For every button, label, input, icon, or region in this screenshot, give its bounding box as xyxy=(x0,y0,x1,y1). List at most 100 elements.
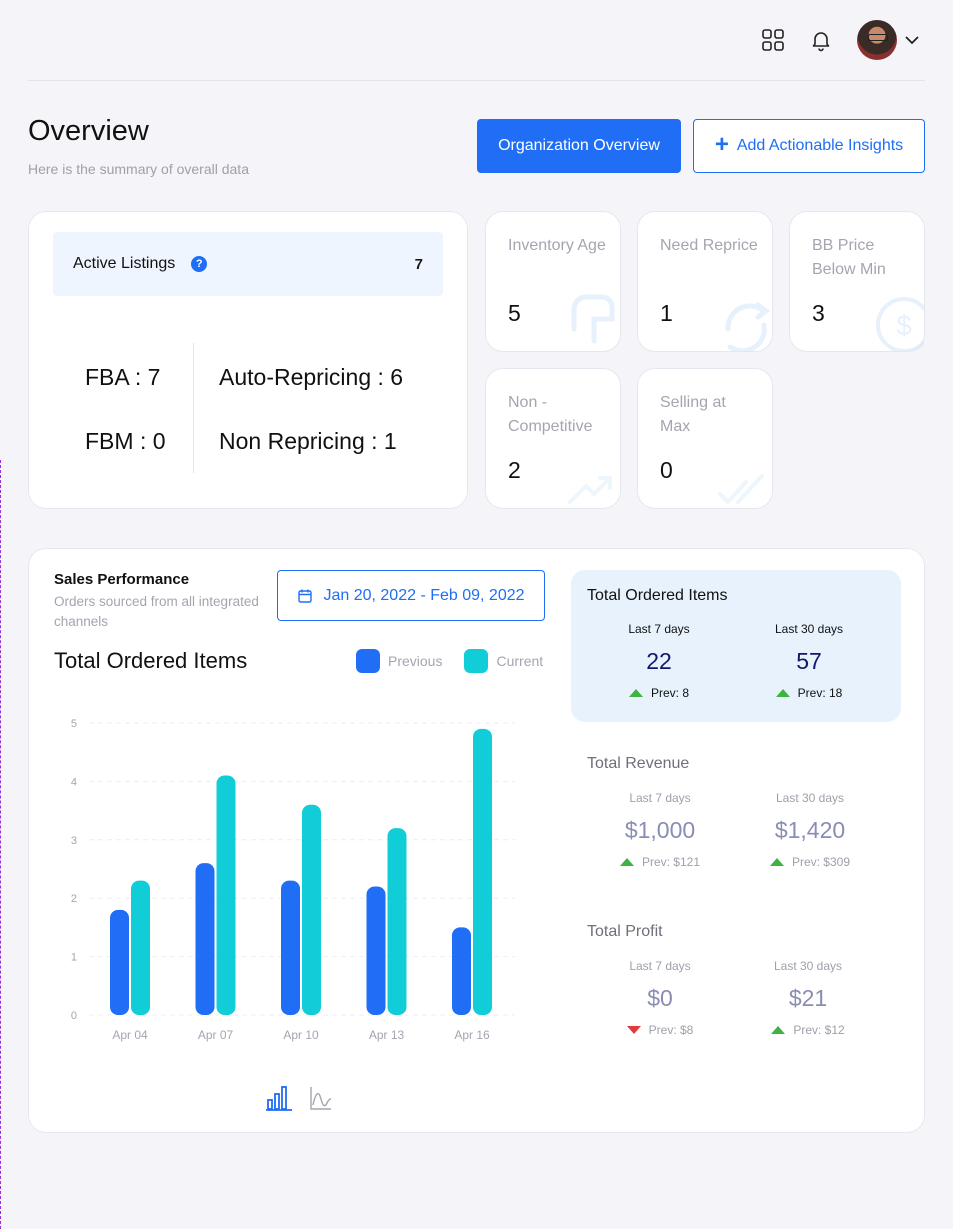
sales-performance-subtitle: Orders sourced from all integrated chann… xyxy=(54,594,259,629)
profit-7d-prev: Prev: $8 xyxy=(648,1023,694,1037)
up-arrow-icon xyxy=(619,858,634,866)
chart-title: Total Ordered Items xyxy=(54,648,248,673)
profit-7d: Last 7 days $0 Prev: $8 xyxy=(600,959,720,1037)
legend-previous[interactable]: Previous xyxy=(356,649,442,673)
profit-7d-value: $0 xyxy=(647,985,673,1011)
active-listings-title: Active Listings xyxy=(73,255,176,272)
organization-overview-button[interactable]: Organization Overview xyxy=(477,119,681,173)
double-check-icon xyxy=(718,474,764,505)
total-ordered-summary: Total Ordered Items Last 7 days 22 Prev:… xyxy=(571,570,901,722)
y-tick-label: 5 xyxy=(71,718,77,730)
bar-previous xyxy=(281,880,300,1015)
auto-repricing-stat: Auto-Repricing : 6 xyxy=(219,364,404,390)
avatar[interactable] xyxy=(857,20,897,60)
bar-previous xyxy=(110,909,129,1015)
ordered-30d-prev: Prev: 18 xyxy=(797,686,843,700)
bar-current xyxy=(216,775,236,1015)
fbm-stat: FBM : 0 xyxy=(85,428,166,454)
bell-icon[interactable] xyxy=(801,20,841,60)
ordered-30d-label: Last 30 days xyxy=(774,622,844,636)
plus-icon: + xyxy=(714,131,729,158)
mini-label: Selling at Max xyxy=(660,394,726,435)
up-arrow-icon xyxy=(775,689,790,697)
date-range-label: Jan 20, 2022 - Feb 09, 2022 xyxy=(323,586,525,604)
date-range-picker[interactable]: Jan 20, 2022 - Feb 09, 2022 xyxy=(277,570,545,621)
active-listings-card: Active Listings ? 7 FBA : 7 FBM : 0 Auto… xyxy=(28,211,468,509)
ordered-30d-value: 57 xyxy=(796,648,822,674)
mini-value: 5 xyxy=(508,300,521,326)
chart-type-toggle xyxy=(265,1085,333,1116)
y-tick-label: 0 xyxy=(71,1010,77,1022)
selling-at-max-card[interactable]: Selling at Max 0 xyxy=(637,368,773,509)
active-listings-header: Active Listings ? 7 xyxy=(53,232,443,296)
up-arrow-icon xyxy=(769,858,784,866)
profit-30d-prev: Prev: $12 xyxy=(793,1023,845,1037)
active-listings-count: 7 xyxy=(414,255,423,273)
profit-title: Total Profit xyxy=(587,923,663,940)
mini-value: 1 xyxy=(660,300,673,326)
line-chart-icon[interactable] xyxy=(309,1085,333,1116)
bb-price-below-min-card[interactable]: BB Price Below Min 3 $ xyxy=(789,211,925,352)
bar-chart: 0 1 2 3 4 5 Apr 04 Apr 07 Apr 10 Apr 13 Apr 16 xyxy=(71,718,515,1042)
apps-grid-icon[interactable] xyxy=(753,20,793,60)
top-icons xyxy=(753,20,923,60)
legend-label-previous: Previous xyxy=(388,653,443,669)
revenue-7d-prev: Prev: $121 xyxy=(641,855,701,869)
mini-label: Inventory Age xyxy=(508,237,606,254)
legend-current[interactable]: Current xyxy=(464,649,543,673)
mini-label: BB Price Below Min xyxy=(812,237,886,278)
revenue-30d: Last 30 days $1,420 Prev: $309 xyxy=(750,791,870,869)
bar-chart-icon[interactable] xyxy=(265,1085,293,1116)
x-tick-label: Apr 04 xyxy=(112,1028,148,1042)
page-title: Overview xyxy=(28,115,149,147)
y-tick-label: 4 xyxy=(71,776,77,788)
bar-current xyxy=(387,828,407,1015)
ordered-title: Total Ordered Items xyxy=(587,587,728,604)
help-icon[interactable]: ? xyxy=(191,256,208,272)
legend-label-current: Current xyxy=(496,653,544,669)
add-insights-label: Add Actionable Insights xyxy=(736,137,904,154)
sales-performance-card: Sales Performance Orders sourced from al… xyxy=(28,548,925,1133)
revenue-30d-prev: Prev: $309 xyxy=(791,855,851,869)
mini-label: Need Reprice xyxy=(660,237,758,254)
sales-performance-title: Sales Performance xyxy=(54,571,190,588)
revenue-title: Total Revenue xyxy=(587,755,690,772)
legend-swatch-previous xyxy=(356,649,380,673)
refresh-icon xyxy=(725,302,771,351)
page-subtitle: Here is the summary of overall data xyxy=(28,161,249,177)
chevron-down-icon[interactable] xyxy=(901,20,923,60)
bar-previous xyxy=(195,863,215,1015)
up-arrow-icon xyxy=(628,689,643,697)
bar-current xyxy=(473,728,492,1015)
ordered-7d-prev: Prev: 8 xyxy=(650,686,689,700)
revenue-7d: Last 7 days $1,000 Prev: $121 xyxy=(600,791,720,869)
bar-current xyxy=(302,804,321,1015)
revenue-7d-label: Last 7 days xyxy=(629,791,691,805)
need-reprice-card[interactable]: Need Reprice 1 xyxy=(637,211,773,352)
profit-30d-value: $21 xyxy=(788,985,828,1011)
inventory-age-card[interactable]: Inventory Age 5 xyxy=(485,211,621,352)
x-tick-label: Apr 16 xyxy=(454,1028,490,1042)
non-competitive-card[interactable]: Non - Competitive 2 xyxy=(485,368,621,509)
y-tick-label: 1 xyxy=(71,952,77,964)
ordered-7d: Last 7 days 22 Prev: 8 xyxy=(599,622,719,700)
bar-previous xyxy=(366,886,386,1015)
mini-label: Non - Competitive xyxy=(508,394,593,435)
svg-text:$: $ xyxy=(896,310,912,341)
left-guide-line xyxy=(0,460,1,1229)
x-tick-label: Apr 10 xyxy=(283,1028,319,1042)
dollar-icon: $ xyxy=(876,297,924,351)
top-bar xyxy=(28,0,925,81)
fba-stat: FBA : 7 xyxy=(85,364,161,390)
chart-legend: Previous Current xyxy=(356,649,543,673)
add-actionable-insights-button[interactable]: + Add Actionable Insights xyxy=(693,119,925,173)
non-repricing-stat: Non Repricing : 1 xyxy=(219,428,397,454)
mini-value: 0 xyxy=(660,457,673,483)
profit-30d-label: Last 30 days xyxy=(773,959,843,973)
ordered-30d: Last 30 days 57 Prev: 18 xyxy=(749,622,869,700)
revenue-30d-label: Last 30 days xyxy=(775,791,845,805)
revenue-7d-value: $1,000 xyxy=(624,817,696,843)
revenue-30d-value: $1,420 xyxy=(774,817,846,843)
profit-30d: Last 30 days $21 Prev: $12 xyxy=(748,959,868,1037)
inventory-icon xyxy=(571,294,615,344)
